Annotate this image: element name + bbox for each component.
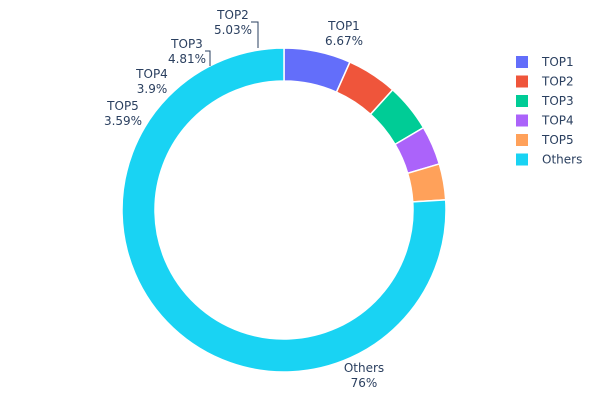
slice-label-name-others: Others [344,361,384,375]
legend-item-others[interactable]: Others [516,153,582,167]
slice-label-value-top4: 3.9% [137,82,168,96]
slice-label-name-top2: TOP2 [216,8,249,22]
legend-swatch-top5 [516,134,528,146]
legend[interactable]: TOP1 TOP2 TOP3 TOP4 TOP5 Others [516,55,582,167]
legend-item-top4[interactable]: TOP4 [516,114,574,128]
legend-label-others: Others [542,153,582,167]
legend-item-top1[interactable]: TOP1 [516,55,574,69]
slice-label-value-top5: 3.59% [104,114,142,128]
legend-item-top5[interactable]: TOP5 [516,133,574,147]
legend-swatch-top4 [516,114,528,127]
legend-swatch-top2 [516,75,528,88]
legend-label-top2: TOP2 [541,75,574,89]
legend-swatch-others [516,153,528,166]
legend-swatch-top3 [516,95,528,107]
legend-item-top3[interactable]: TOP3 [516,94,574,108]
slice-label-value-top3: 4.81% [168,52,206,66]
legend-label-top3: TOP3 [541,94,574,108]
legend-item-top2[interactable]: TOP2 [516,75,574,89]
leader-line-top3 [205,50,211,66]
leader-lines-layer [205,21,259,66]
slice-others[interactable] [121,47,447,373]
legend-label-top5: TOP5 [541,133,574,147]
slice-label-name-top4: TOP4 [135,67,168,81]
slice-label-name-top5: TOP5 [106,99,139,113]
slice-label-value-others: 76% [351,376,378,390]
slice-label-value-top1: 6.67% [325,34,363,48]
slice-label-name-top1: TOP1 [327,19,360,33]
slice-label-name-top3: TOP3 [170,37,203,51]
slices-layer [121,47,447,373]
leader-line-top2 [251,21,259,48]
legend-label-top4: TOP4 [541,114,574,128]
slice-label-value-top2: 5.03% [214,23,252,37]
legend-label-top1: TOP1 [541,55,574,69]
legend-swatch-top1 [516,56,528,68]
